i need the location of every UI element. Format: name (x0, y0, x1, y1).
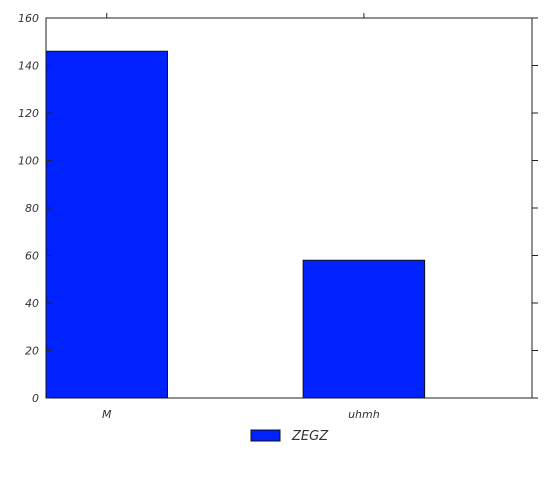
y-tick-label: 100 (18, 155, 39, 168)
legend-swatch (250, 429, 281, 442)
bars-layer (45, 50, 426, 399)
y-tick-label: 40 (25, 297, 39, 310)
y-tick-label: 20 (25, 345, 39, 358)
y-axis: 0 20 40 60 80 100 120 140 160 (18, 12, 538, 405)
y-tick-label: 60 (25, 250, 39, 263)
x-tick-label: uhmh (348, 408, 380, 421)
bar-uhmh (302, 259, 426, 399)
y-tick-label: 160 (18, 12, 39, 25)
legend: ZEGZ (250, 429, 329, 444)
y-tick-label: 80 (25, 202, 39, 215)
y-tick-label: 120 (18, 107, 39, 120)
bar-m (45, 50, 168, 399)
x-tick-label: M (102, 408, 112, 421)
legend-label: ZEGZ (291, 429, 329, 444)
y-tick-label: 140 (18, 60, 39, 73)
y-tick-label: 0 (32, 392, 39, 405)
